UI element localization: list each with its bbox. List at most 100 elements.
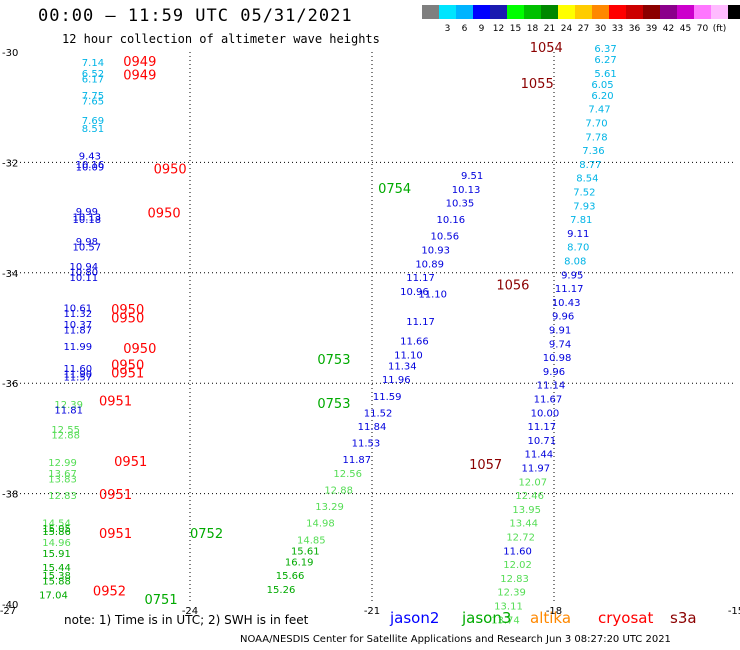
swh-value-label: 11.10 — [394, 350, 423, 361]
swh-value-label: 10.11 — [70, 273, 99, 284]
swh-value-label: 12.56 — [333, 469, 362, 480]
legend-item-cryosat: cryosat — [598, 609, 654, 627]
swh-value-label: 7.65 — [82, 96, 104, 107]
swh-value-label: 12.83 — [48, 491, 77, 502]
swh-value-label: 11.87 — [343, 455, 372, 466]
legend-item-jason2: jason2 — [390, 609, 440, 627]
colorbar-swatch — [575, 5, 592, 19]
swh-value-label: 11.44 — [525, 450, 554, 461]
swh-value-label: 12.55 — [51, 425, 80, 436]
swh-value-label: 6.27 — [594, 55, 616, 66]
colorbar-swatch — [626, 5, 643, 19]
pass-time-label: 1057 — [469, 458, 502, 473]
swh-value-label: 15.91 — [42, 549, 71, 560]
swh-value-label: 11.32 — [63, 309, 92, 320]
swh-value-label: 12.83 — [500, 574, 529, 585]
pass-time-label: 0753 — [317, 353, 350, 368]
swh-value-label: 6.52 — [82, 69, 104, 80]
colorbar-swatch — [711, 5, 728, 19]
swh-value-label: 11.84 — [358, 422, 387, 433]
swh-value-label: 10.61 — [63, 303, 92, 314]
colorbar-swatch — [609, 5, 626, 19]
swh-value-label: 7.14 — [82, 58, 104, 69]
swh-value-label: 7.36 — [582, 146, 604, 157]
pass-time-label: 0754 — [378, 182, 411, 197]
pass-time-label: 0753 — [317, 397, 350, 412]
colorbar-label: 70 — [697, 24, 709, 34]
swh-value-label: 11.17 — [555, 284, 584, 295]
x-tick-label: -21 — [364, 606, 380, 617]
swh-value-label: 8.08 — [564, 257, 586, 268]
swh-value-label: 14.98 — [306, 519, 335, 530]
y-tick-label: -32 — [2, 158, 18, 169]
swh-value-label: 13.67 — [48, 469, 77, 480]
pass-time-label: 0751 — [145, 593, 178, 608]
colorbar-label: 45 — [680, 24, 691, 34]
y-tick-label: -30 — [2, 48, 18, 59]
colorbar-label: 33 — [612, 24, 623, 34]
pass-time-label: 0952 — [93, 585, 126, 600]
swh-value-label: 7.52 — [573, 188, 595, 199]
swh-value-label: 12.02 — [503, 560, 532, 571]
colorbar-swatch — [694, 5, 711, 19]
legend-item-s3a: s3a — [670, 609, 697, 627]
x-tick-label: -24 — [182, 606, 198, 617]
swh-value-label: 12.88 — [51, 430, 80, 441]
colorbar-label: 15 — [510, 24, 521, 34]
swh-value-label: 15.88 — [42, 577, 71, 588]
pass-time-label: 0951 — [99, 527, 132, 542]
colorbar-label: 24 — [561, 24, 573, 34]
swh-value-label: 10.13 — [73, 212, 102, 223]
swh-value-label: 7.78 — [585, 132, 607, 143]
colorbar-label: 12 — [493, 24, 504, 34]
swh-value-label: 11.96 — [382, 375, 411, 386]
swh-value-label: 15.66 — [276, 571, 305, 582]
pass-time-label: 1055 — [521, 77, 554, 92]
swh-value-label: 10.94 — [70, 262, 99, 273]
swh-value-label: 11.60 — [503, 546, 532, 557]
colorbar-label: (ft) — [713, 24, 727, 34]
swh-value-label: 7.93 — [573, 201, 595, 212]
swh-value-label: 10.16 — [437, 215, 466, 226]
swh-value-label: 17.04 — [39, 590, 68, 601]
swh-value-label: 9.51 — [461, 171, 483, 182]
colorbar-swatch — [524, 5, 541, 19]
swh-value-label: 15.26 — [267, 585, 296, 596]
pass-time-label: 0950 — [111, 311, 144, 326]
swh-value-label: 12.39 — [497, 588, 526, 599]
swh-value-label: 9.95 — [561, 270, 583, 281]
swh-value-label: 11.53 — [352, 439, 381, 450]
swh-value-label: 11.97 — [521, 464, 550, 475]
swh-value-label: 10.16 — [76, 160, 105, 171]
swh-value-label: 14.54 — [42, 519, 71, 530]
pass-time-label: 0951 — [111, 367, 144, 382]
swh-value-label: 10.57 — [73, 243, 102, 254]
pass-time-label: 0950 — [111, 358, 144, 373]
swh-value-label: 12.88 — [324, 486, 353, 497]
colorbar-label: 21 — [544, 24, 555, 34]
swh-value-label: 15.38 — [42, 571, 71, 582]
colorbar-swatch — [660, 5, 677, 19]
swh-value-label: 9.11 — [567, 229, 589, 240]
swh-value-label: 10.96 — [400, 287, 429, 298]
swh-value-label: 9.43 — [79, 152, 101, 163]
swh-value-label: 7.47 — [588, 105, 610, 116]
swh-value-label: 11.99 — [63, 342, 92, 353]
colorbar-label: 36 — [629, 24, 641, 34]
pass-time-label: 0951 — [99, 488, 132, 503]
swh-value-label: 10.98 — [543, 353, 572, 364]
x-tick-label: -27 — [0, 606, 16, 617]
swh-value-label: 16.19 — [285, 557, 314, 568]
swh-value-label: 13.29 — [315, 502, 344, 513]
swh-value-label: 10.80 — [70, 268, 99, 279]
y-tick-label: -40 — [2, 600, 18, 611]
swh-value-label: 12.72 — [506, 533, 535, 544]
swh-value-label: 11.17 — [406, 317, 435, 328]
swh-value-label: 10.43 — [552, 298, 581, 309]
swh-value-label: 11.60 — [63, 364, 92, 375]
legend-item-jason3: jason3 — [462, 609, 512, 627]
colorbar-swatch — [507, 5, 524, 19]
swh-value-label: 11.10 — [418, 290, 447, 301]
swh-value-label: 9.99 — [76, 207, 98, 218]
swh-value-label: 13.83 — [48, 475, 77, 486]
